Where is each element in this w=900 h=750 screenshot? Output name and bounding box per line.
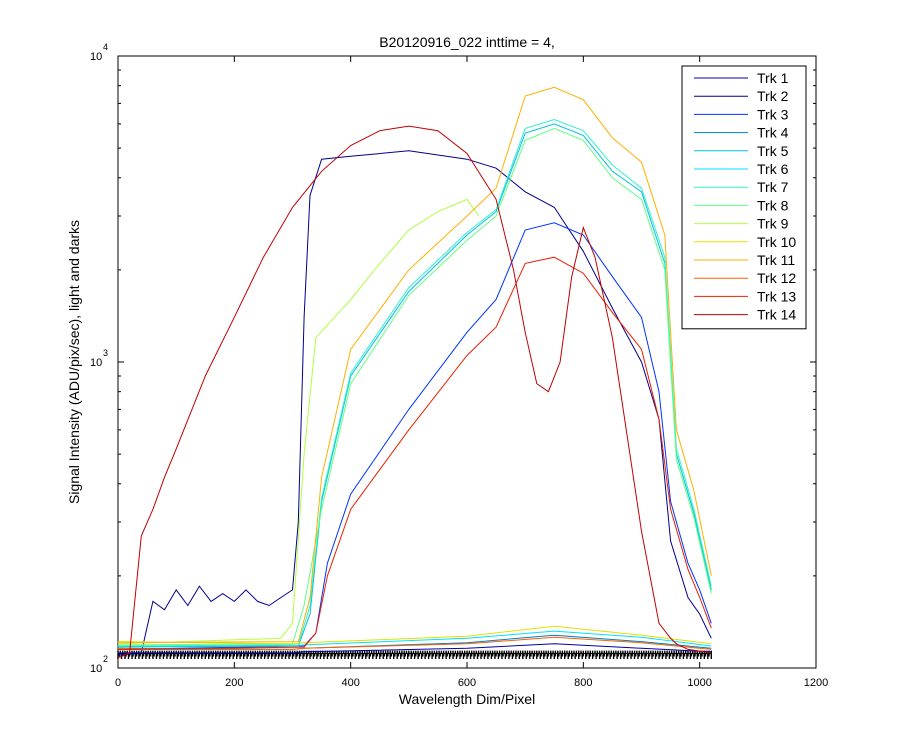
legend-label-trk-3: Trk 3: [757, 106, 789, 122]
series-line-trk-3: [117, 222, 712, 650]
x-tick-label: 1200: [804, 677, 828, 689]
series-line-trk-10: [117, 625, 712, 645]
legend-label-trk-12: Trk 12: [757, 270, 796, 286]
x-tick-label: 400: [341, 677, 359, 689]
y-tick-label-exp: 3: [103, 348, 108, 358]
legend: Trk 1 Trk 2 Trk 3 Trk 4 Trk 5 Trk 6 Trk 7 Trk 8…: [681, 65, 807, 330]
legend-label-trk-6: Trk 6: [757, 161, 789, 177]
legend-label-trk-8: Trk 8: [757, 197, 789, 213]
series-line-trk-9: [117, 198, 480, 645]
y-tick-label-base: 10: [90, 357, 102, 369]
series-line-trk-14: [117, 125, 712, 659]
series-line-trk-1: [118, 643, 712, 654]
legend-label-trk-4: Trk 4: [757, 125, 789, 141]
series-line-trk-6: [118, 630, 712, 647]
y-axis-label: Signal Intensity (ADU/pix/sec), light an…: [66, 220, 82, 504]
chart-title: B20120916_022 inttime = 4,: [379, 34, 555, 50]
series-line-trk-7: [117, 118, 712, 647]
legend-label-trk-10: Trk 10: [757, 234, 796, 250]
x-axis-label: Wavelength Dim/Pixel: [399, 691, 535, 707]
y-tick-label-base: 10: [90, 663, 102, 675]
series-line-trk-2: [117, 150, 712, 656]
legend-box: [681, 65, 807, 330]
x-tick-label: 600: [458, 677, 476, 689]
series-line-trk-13: [117, 256, 712, 650]
legend-label-trk-5: Trk 5: [757, 143, 789, 159]
y-tick-label-exp: 4: [103, 42, 108, 52]
x-tick-label: 800: [574, 677, 592, 689]
legend-label-trk-9: Trk 9: [757, 216, 789, 232]
series-layer: [117, 86, 712, 659]
legend-label-trk-13: Trk 13: [757, 288, 796, 304]
x-axis: 0 200 400 600 800 1000 1200: [115, 56, 828, 689]
legend-label-trk-2: Trk 2: [757, 88, 789, 104]
x-tick-label: 200: [225, 677, 243, 689]
x-tick-label: 1000: [687, 677, 711, 689]
x-tick-label: 0: [115, 677, 121, 689]
y-tick-label-exp: 2: [103, 654, 108, 664]
legend-label-trk-14: Trk 14: [757, 307, 796, 323]
y-tick-label-base: 10: [90, 51, 102, 63]
series-line-trk-11: [117, 86, 712, 644]
legend-label-trk-11: Trk 11: [757, 252, 795, 268]
series-line-trk-12: [117, 636, 712, 650]
legend-label-trk-1: Trk 1: [757, 70, 789, 86]
legend-label-trk-7: Trk 7: [757, 179, 789, 195]
